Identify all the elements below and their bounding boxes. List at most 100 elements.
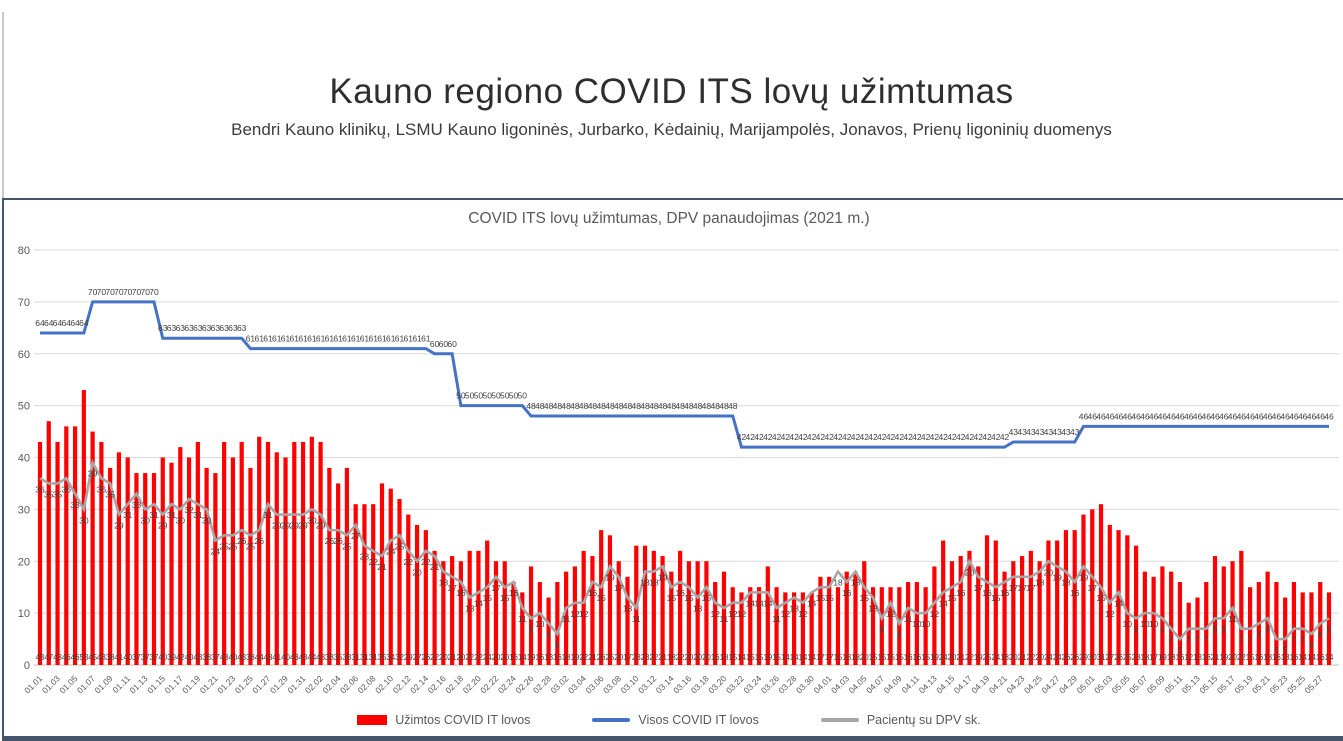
- svg-text:42: 42: [763, 432, 773, 442]
- svg-text:13: 13: [544, 653, 553, 662]
- svg-text:12: 12: [781, 609, 791, 619]
- svg-text:48: 48: [702, 401, 712, 411]
- svg-text:01.19: 01.19: [180, 673, 202, 695]
- svg-text:70: 70: [88, 287, 98, 297]
- svg-text:22: 22: [1026, 653, 1035, 662]
- svg-text:20: 20: [412, 567, 422, 577]
- svg-text:32: 32: [395, 653, 404, 662]
- svg-text:46: 46: [1210, 411, 1220, 421]
- svg-text:43: 43: [1035, 427, 1045, 437]
- svg-text:18: 18: [1263, 653, 1272, 662]
- svg-text:15: 15: [482, 593, 492, 603]
- legend-label-total: Visos COVID IT lovos: [638, 713, 759, 727]
- svg-text:19: 19: [527, 653, 536, 662]
- svg-text:03.04: 03.04: [566, 673, 588, 695]
- svg-text:61: 61: [404, 334, 414, 344]
- svg-text:12: 12: [728, 609, 738, 619]
- svg-text:20: 20: [18, 556, 30, 568]
- svg-text:24: 24: [939, 653, 948, 662]
- svg-text:02.06: 02.06: [338, 673, 360, 695]
- svg-text:42: 42: [789, 432, 799, 442]
- svg-text:46: 46: [1237, 411, 1247, 421]
- svg-text:43: 43: [1061, 427, 1071, 437]
- svg-text:46: 46: [71, 653, 80, 662]
- svg-text:04.03: 04.03: [829, 673, 851, 695]
- svg-text:03.16: 03.16: [671, 673, 693, 695]
- svg-text:17: 17: [1088, 583, 1098, 593]
- svg-text:16: 16: [1070, 588, 1080, 598]
- svg-text:33: 33: [132, 500, 142, 510]
- svg-text:7: 7: [1248, 635, 1253, 645]
- svg-text:31: 31: [360, 653, 369, 662]
- svg-text:42: 42: [807, 432, 817, 442]
- svg-text:16: 16: [535, 653, 544, 662]
- svg-text:01.03: 01.03: [40, 673, 62, 695]
- svg-text:15: 15: [877, 653, 886, 662]
- svg-text:16: 16: [675, 588, 685, 598]
- svg-text:12: 12: [570, 609, 580, 619]
- svg-text:38: 38: [106, 653, 115, 662]
- svg-text:01.05: 01.05: [57, 673, 79, 695]
- svg-text:70: 70: [18, 297, 30, 309]
- svg-text:30: 30: [176, 515, 186, 525]
- svg-text:9: 9: [879, 624, 884, 634]
- svg-text:13: 13: [693, 604, 703, 614]
- svg-text:35: 35: [378, 653, 387, 662]
- svg-text:61: 61: [333, 334, 343, 344]
- svg-text:01.01: 01.01: [22, 673, 44, 695]
- svg-text:12: 12: [930, 609, 940, 619]
- svg-text:25: 25: [219, 541, 229, 551]
- svg-text:24: 24: [386, 547, 396, 557]
- svg-text:01.25: 01.25: [233, 673, 255, 695]
- svg-text:61: 61: [290, 334, 300, 344]
- svg-text:15: 15: [991, 593, 1001, 603]
- svg-text:46: 46: [1263, 411, 1273, 421]
- svg-text:48: 48: [526, 401, 536, 411]
- svg-text:46: 46: [1131, 411, 1141, 421]
- svg-text:22: 22: [404, 557, 414, 567]
- svg-text:42: 42: [903, 432, 913, 442]
- svg-text:14: 14: [781, 653, 790, 662]
- svg-text:05.27: 05.27: [1303, 673, 1325, 695]
- svg-text:16: 16: [956, 588, 966, 598]
- svg-text:15: 15: [702, 593, 712, 603]
- svg-text:50: 50: [474, 391, 484, 401]
- svg-text:61: 61: [360, 334, 370, 344]
- svg-text:30: 30: [202, 515, 212, 525]
- svg-text:21: 21: [430, 562, 440, 572]
- svg-text:61: 61: [254, 334, 264, 344]
- svg-text:48: 48: [561, 401, 571, 411]
- svg-text:03.20: 03.20: [706, 673, 728, 695]
- svg-text:46: 46: [1324, 411, 1334, 421]
- svg-text:29: 29: [316, 521, 326, 531]
- svg-text:27: 27: [351, 531, 361, 541]
- svg-text:42: 42: [930, 432, 940, 442]
- svg-text:12: 12: [710, 609, 720, 619]
- svg-text:31: 31: [1097, 653, 1106, 662]
- svg-text:15: 15: [824, 593, 834, 603]
- svg-text:46: 46: [1298, 411, 1308, 421]
- svg-text:30: 30: [307, 515, 317, 525]
- svg-text:05.03: 05.03: [1092, 673, 1114, 695]
- svg-text:23: 23: [1132, 653, 1141, 662]
- svg-text:20: 20: [492, 653, 501, 662]
- svg-text:03.14: 03.14: [654, 673, 676, 695]
- svg-text:15: 15: [869, 653, 878, 662]
- svg-text:15: 15: [921, 653, 930, 662]
- svg-text:03.28: 03.28: [776, 673, 798, 695]
- svg-text:46: 46: [1280, 411, 1290, 421]
- svg-text:23: 23: [632, 653, 641, 662]
- bars-occupied: [37, 390, 1332, 665]
- svg-text:10: 10: [1140, 619, 1150, 629]
- svg-text:01.27: 01.27: [250, 673, 272, 695]
- svg-text:15: 15: [746, 653, 755, 662]
- svg-text:46: 46: [1193, 411, 1203, 421]
- svg-text:35: 35: [105, 489, 115, 499]
- svg-text:46: 46: [62, 653, 71, 662]
- svg-text:13: 13: [1193, 653, 1202, 662]
- svg-text:19: 19: [1219, 653, 1228, 662]
- svg-text:21: 21: [377, 562, 387, 572]
- svg-text:50: 50: [482, 391, 492, 401]
